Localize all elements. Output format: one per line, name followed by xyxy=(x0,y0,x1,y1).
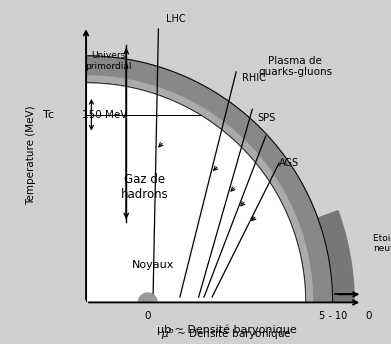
Text: 0: 0 xyxy=(366,311,372,321)
Text: SPS: SPS xyxy=(258,113,276,123)
Text: Noyaux: Noyaux xyxy=(132,260,174,270)
Text: Plasma de
quarks-gluons: Plasma de quarks-gluons xyxy=(258,56,332,77)
Text: 0: 0 xyxy=(144,311,151,321)
Polygon shape xyxy=(318,211,354,302)
Polygon shape xyxy=(86,76,312,302)
Text: Univers
primordial: Univers primordial xyxy=(86,52,132,71)
Text: Tc: Tc xyxy=(43,110,54,120)
Text: RHIC: RHIC xyxy=(242,73,265,83)
Polygon shape xyxy=(86,56,333,302)
Text: Etoiles à
neutrons: Etoiles à neutrons xyxy=(373,234,391,253)
Text: 5 - 10: 5 - 10 xyxy=(319,311,347,321)
Text: Gaz de
hadrons: Gaz de hadrons xyxy=(121,173,169,201)
Text: μb ~ Densité baryonique: μb ~ Densité baryonique xyxy=(157,325,297,335)
Text: $\mu^b$ ~ Densité baryonique: $\mu^b$ ~ Densité baryonique xyxy=(161,326,292,342)
Text: AGS: AGS xyxy=(279,158,299,168)
Text: 150 MeV: 150 MeV xyxy=(82,110,127,120)
Text: LHC: LHC xyxy=(167,14,186,24)
Text: Temperature (MeV): Temperature (MeV) xyxy=(26,105,36,205)
Polygon shape xyxy=(86,83,306,302)
Polygon shape xyxy=(138,293,157,302)
Polygon shape xyxy=(86,226,333,302)
